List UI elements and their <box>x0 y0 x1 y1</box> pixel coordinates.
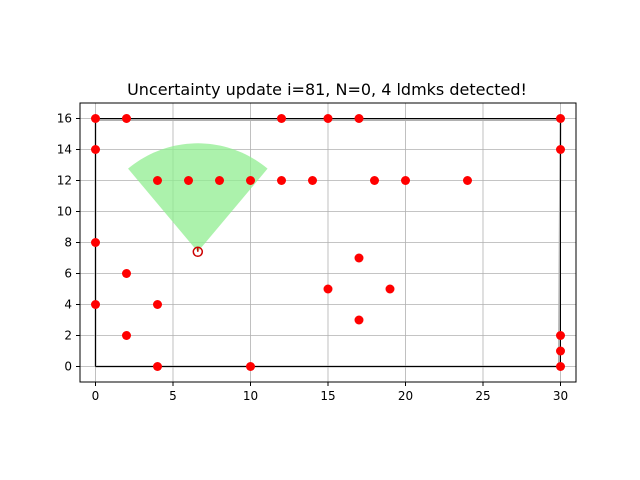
x-tick-label: 20 <box>398 389 413 403</box>
x-tick-label: 25 <box>475 389 490 403</box>
robot-layer <box>192 246 204 258</box>
x-tick-label: 15 <box>320 389 335 403</box>
y-tick-label: 0 <box>64 360 72 374</box>
sensor-fov-layer <box>128 143 268 252</box>
landmark-point <box>354 315 364 325</box>
landmark-point <box>153 300 162 309</box>
y-tick-label: 10 <box>57 205 72 219</box>
y-tick-label: 2 <box>64 329 72 343</box>
y-tick-label: 6 <box>64 267 72 281</box>
landmark-point <box>401 176 410 185</box>
landmark-point <box>91 114 100 123</box>
landmark-point <box>354 253 364 263</box>
y-tick-label: 14 <box>57 143 72 157</box>
landmark-point <box>246 362 255 371</box>
y-tick-label: 4 <box>64 298 72 312</box>
landmark-point <box>91 300 100 309</box>
landmarks <box>91 114 565 371</box>
landmark-point <box>370 176 379 185</box>
landmark-point <box>354 114 364 123</box>
landmark-point <box>122 331 131 340</box>
landmark-point <box>385 284 395 294</box>
y-tick-label: 12 <box>57 174 72 188</box>
landmark-point <box>556 362 565 371</box>
landmark-point <box>246 176 255 185</box>
landmark-point <box>153 176 162 185</box>
y-tick-label: 16 <box>57 112 72 126</box>
landmark-point <box>215 176 224 185</box>
x-tick-label: 10 <box>243 389 258 403</box>
sensor-fov-wedge <box>128 143 268 252</box>
chart-title: Uncertainty update i=81, N=0, 4 ldmks de… <box>127 80 527 99</box>
x-tick-label: 30 <box>553 389 568 403</box>
landmark-point <box>91 145 100 154</box>
landmark-point <box>463 176 472 185</box>
landmark-point <box>323 284 333 294</box>
landmark-point <box>122 114 131 123</box>
x-tick-label: 0 <box>92 389 100 403</box>
axes: 0 5 10 15 20 25 30 0 2 4 6 8 10 12 14 16 <box>57 102 577 403</box>
landmark-point <box>91 238 100 247</box>
landmark-point <box>556 114 565 123</box>
y-tick-label: 8 <box>64 236 72 250</box>
landmark-point <box>277 176 286 185</box>
landmark-point <box>556 346 565 356</box>
landmark-point <box>277 114 286 123</box>
landmark-point <box>308 176 317 185</box>
landmark-point <box>122 269 131 278</box>
landmark-point <box>556 145 565 154</box>
x-tick-label: 5 <box>169 389 177 403</box>
landmark-point <box>556 331 565 340</box>
landmark-point <box>323 114 333 123</box>
landmark-point <box>184 176 193 185</box>
landmark-point <box>153 362 162 371</box>
